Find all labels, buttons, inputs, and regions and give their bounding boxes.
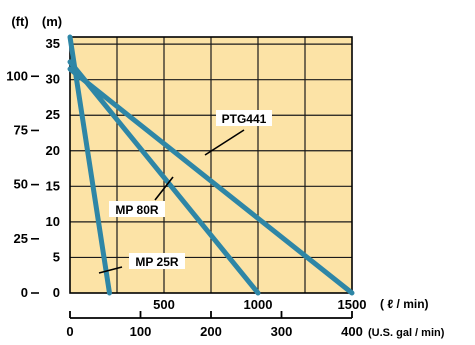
x-tick-label-gpm: 400: [341, 324, 363, 339]
y-tick-label-m: 30: [46, 72, 60, 87]
series-line: [67, 59, 261, 296]
y-axis-unit-m: (m): [42, 14, 62, 29]
y-tick-label-m: 20: [46, 143, 60, 158]
y-tick-label-m: 10: [46, 214, 60, 229]
x-axis-unit-lpm: ( ℓ / min): [380, 297, 429, 311]
series-layer: [67, 34, 355, 296]
y-tick-label-ft: 100: [6, 68, 28, 83]
series-line: [67, 66, 355, 296]
x-tick-label-lpm: 500: [153, 297, 175, 312]
series-label-background: [129, 253, 185, 269]
x-tick-label-gpm: 300: [271, 324, 293, 339]
x-tick-label-gpm: 200: [200, 324, 222, 339]
series-label-leader: [154, 176, 174, 201]
x-tick-label-lpm: 1000: [244, 297, 273, 312]
y-tick-label-ft: 50: [14, 177, 28, 192]
y-tick-label-m: 0: [53, 285, 60, 300]
series-label: MP 25R: [135, 255, 178, 269]
series-line: [67, 34, 112, 296]
y-tick-label-ft: 0: [21, 285, 28, 300]
plot-grid: [69, 36, 353, 294]
x-tick-label-gpm: 0: [66, 324, 73, 339]
series-label-leader: [98, 266, 123, 274]
y-tick-label-ft: 75: [14, 122, 28, 137]
series-label-leader: [204, 129, 245, 156]
y-tick-label-m: 5: [53, 249, 60, 264]
x-tick-label-gpm: 100: [130, 324, 152, 339]
x-axis-unit-gpm: (U.S. gal / min): [368, 327, 445, 339]
labels-layer: PTG441 MP 80R MP 25R: [98, 110, 272, 274]
series-label: PTG441: [222, 112, 267, 126]
y-tick-label-ft: 25: [14, 231, 28, 246]
y-tick-label-m: 35: [46, 36, 60, 51]
y-tick-label-m: 25: [46, 107, 60, 122]
series-label-background: [216, 110, 272, 126]
series-label-background: [109, 201, 165, 217]
series-label: MP 80R: [115, 203, 158, 217]
y-tick-label-m: 15: [46, 178, 60, 193]
x-tick-label-lpm: 1500: [338, 297, 367, 312]
plot-frame: [69, 36, 353, 294]
y-axis-unit-ft: (ft): [11, 14, 28, 29]
